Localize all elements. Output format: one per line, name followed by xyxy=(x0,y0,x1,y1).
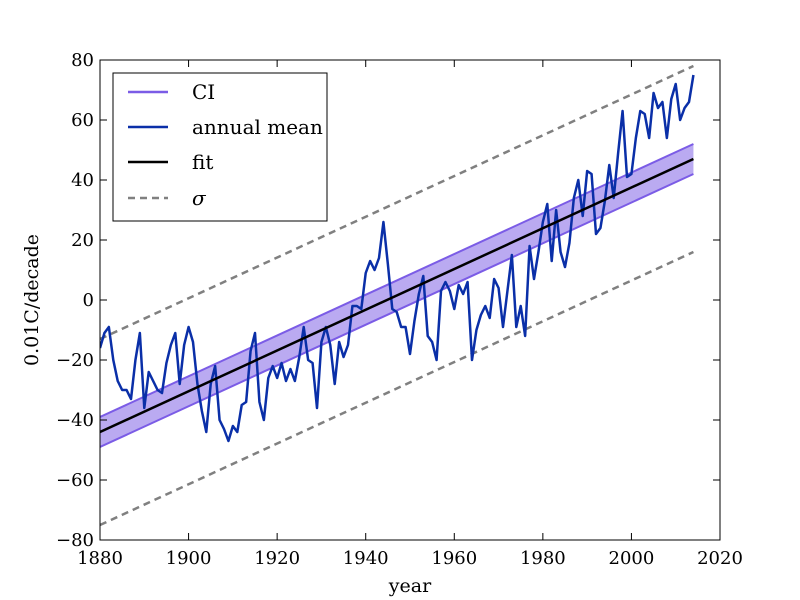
y-tick-label: −20 xyxy=(56,350,94,371)
y-tick-label: 60 xyxy=(71,110,94,131)
axis-ticks: 1880 1900 1920 1940 1960 1980 2000 2020 −80 −60 −4… xyxy=(56,50,743,569)
sigma-lower-line xyxy=(100,250,694,527)
legend-label: fit xyxy=(192,150,213,174)
x-tick-label: 1960 xyxy=(431,548,477,569)
x-tick-label: 2000 xyxy=(609,548,655,569)
y-tick-label: −80 xyxy=(56,530,94,551)
legend-item: σ xyxy=(128,186,207,210)
legend-item: fit xyxy=(128,150,213,174)
fit-line xyxy=(100,157,694,434)
series-annual-mean-line xyxy=(100,74,695,443)
ci-upper-line xyxy=(100,143,694,418)
y-tick-label: −60 xyxy=(56,470,94,491)
legend-item: CI xyxy=(128,80,215,104)
x-tick-label: 1980 xyxy=(520,548,566,569)
legend: CI annual mean fit σ xyxy=(112,72,328,222)
sigma-upper-line xyxy=(100,64,694,341)
y-tick-label: 80 xyxy=(71,50,94,71)
y-tick-label: 0 xyxy=(83,290,94,311)
x-tick-label: 1880 xyxy=(77,548,123,569)
y-tick-label: 40 xyxy=(71,170,94,191)
legend-box xyxy=(112,72,328,222)
y-axis-label: 0.01C/decade xyxy=(21,234,43,366)
legend-item: annual mean xyxy=(128,115,323,139)
plot-area xyxy=(100,64,695,527)
y-tick-label: 20 xyxy=(71,230,94,251)
x-tick-label: 2020 xyxy=(697,548,743,569)
x-tick-label: 1900 xyxy=(166,548,212,569)
plot-marks xyxy=(100,64,695,527)
x-tick-label: 1940 xyxy=(343,548,389,569)
y-tick-label: −40 xyxy=(56,410,94,431)
x-tick-label: 1920 xyxy=(254,548,300,569)
legend-label: annual mean xyxy=(192,115,323,139)
x-axis-label: year xyxy=(388,575,432,597)
legend-label: CI xyxy=(192,80,215,104)
legend-label: σ xyxy=(192,186,207,210)
